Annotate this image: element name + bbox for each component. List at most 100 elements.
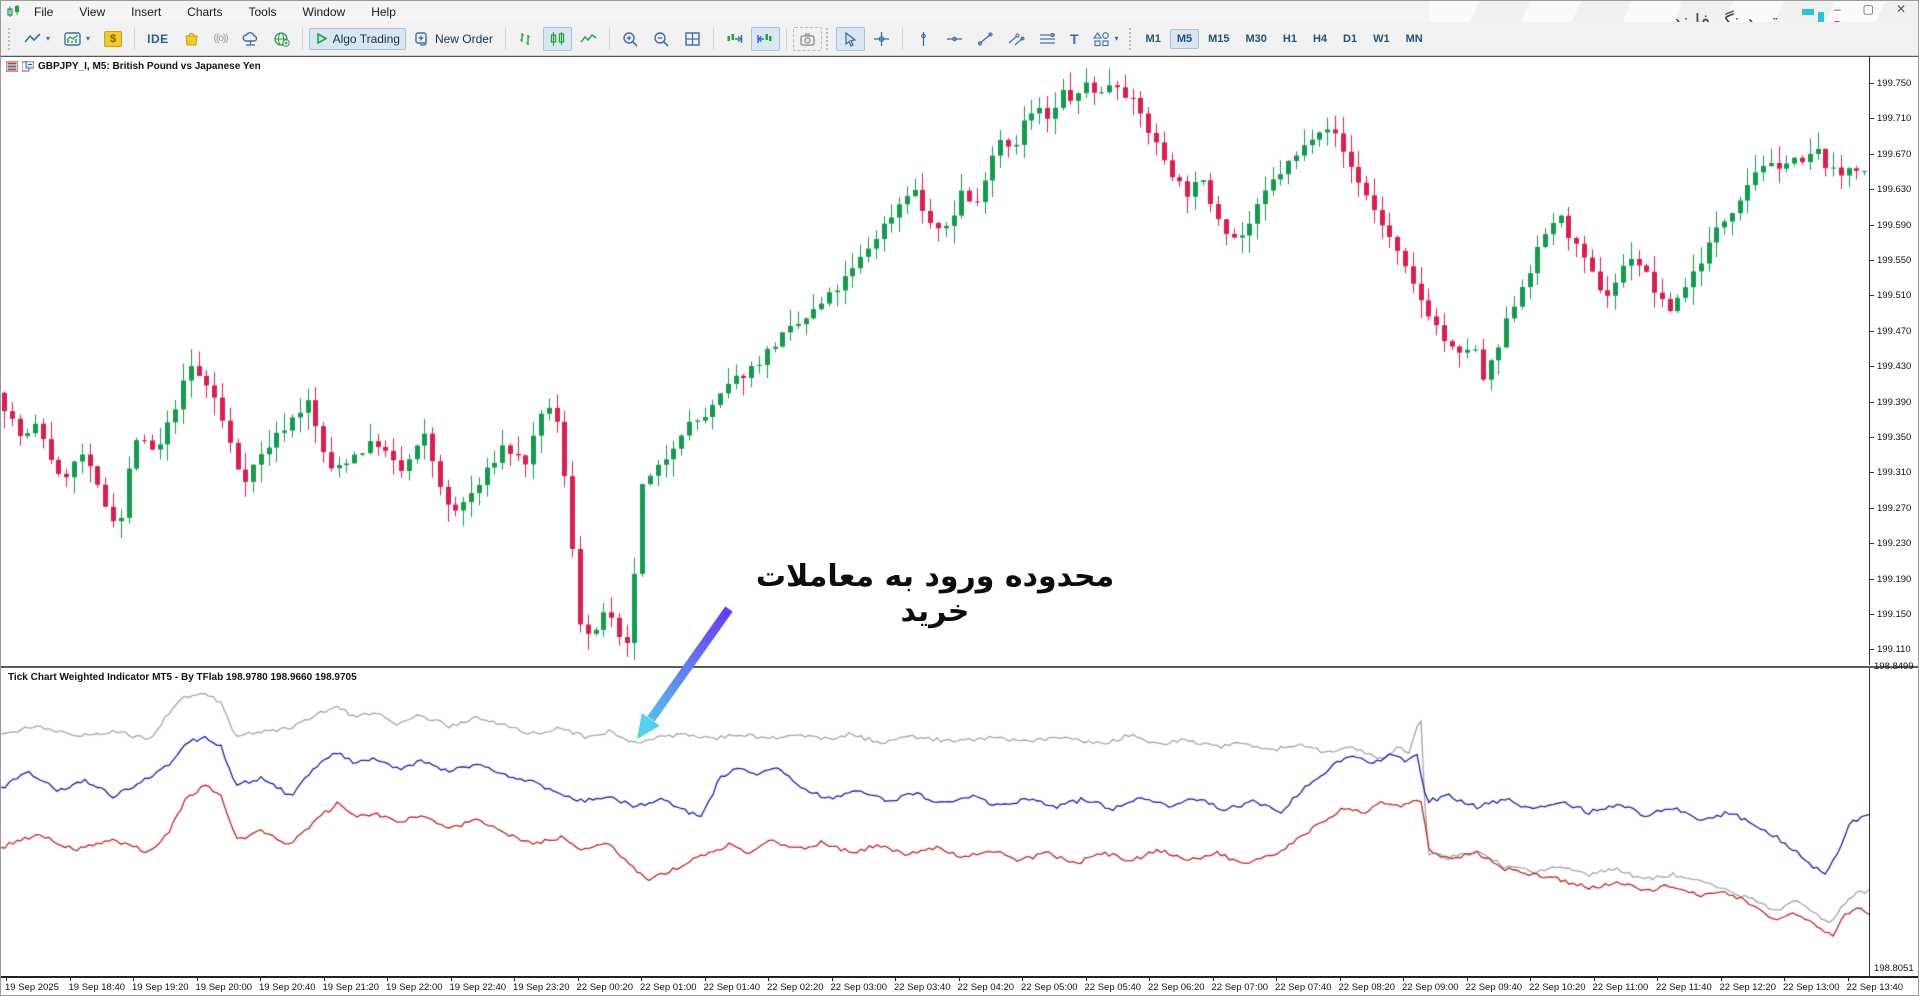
crosshair-tool-button[interactable] — [867, 27, 896, 51]
zoom-out-icon — [654, 31, 669, 47]
tile-windows-icon — [685, 31, 700, 46]
timeframe-h4[interactable]: H4 — [1312, 32, 1328, 45]
price-axis-label: 199.590 — [1877, 219, 1912, 231]
time-axis-tick — [831, 976, 833, 981]
price-axis-label: 199.550 — [1877, 255, 1912, 266]
tile-windows-button[interactable] — [678, 27, 707, 51]
trendline-tool[interactable] — [971, 27, 1000, 51]
line-chart-icon — [24, 32, 41, 43]
panel-separator[interactable] — [1, 665, 1918, 668]
text-tool-icon: T — [1069, 30, 1079, 47]
shopping-bag-icon — [185, 32, 198, 45]
zoom-in-button[interactable] — [616, 27, 645, 51]
screenshot-button[interactable] — [792, 26, 822, 51]
menu-window[interactable]: Window — [302, 4, 346, 19]
signals-button[interactable]: ((o)) — [208, 29, 234, 48]
time-axis-label: 22 Sep 06:20 — [1148, 982, 1205, 993]
camera-icon — [800, 32, 815, 46]
menu-view[interactable]: View — [79, 4, 106, 19]
channel-tool[interactable] — [1002, 27, 1031, 51]
timeframe-m1[interactable]: M1 — [1145, 32, 1161, 45]
time-axis-tick — [133, 976, 134, 981]
time-axis-label: 22 Sep 03:00 — [830, 982, 888, 993]
price-axis-tick — [1869, 614, 1874, 615]
candles-mode-button[interactable] — [542, 26, 572, 51]
shapes-tool[interactable]: ▾ — [1087, 27, 1125, 51]
cursor-tool-button[interactable] — [835, 26, 865, 51]
chart-type-button[interactable]: ▾ — [18, 27, 56, 51]
ide-button[interactable]: IDE — [147, 31, 169, 46]
time-axis-label: 22 Sep 08:20 — [1338, 982, 1396, 993]
price-axis-tick — [1869, 224, 1874, 226]
price-axis-tick — [1869, 649, 1874, 651]
timeframe-mn[interactable]: MN — [1405, 32, 1423, 45]
community-button[interactable] — [267, 27, 296, 51]
timeframe-m30[interactable]: M30 — [1245, 32, 1267, 45]
toolbar-drag-handle[interactable] — [825, 27, 830, 50]
menu-file[interactable]: File — [34, 4, 54, 19]
line-mode-button[interactable] — [574, 27, 603, 51]
chart-shift-button[interactable] — [750, 26, 780, 51]
chart-window-icon — [22, 61, 34, 72]
bar-chart-mode-button[interactable] — [512, 27, 541, 51]
time-axis-label: 22 Sep 13:00 — [1783, 982, 1840, 993]
time-axis-tick — [1657, 976, 1658, 981]
time-axis-tick — [704, 976, 706, 981]
horizontal-line-tool[interactable] — [940, 27, 969, 51]
algo-trading-button[interactable]: Algo Trading — [308, 27, 406, 50]
price-axis-label: 199.150 — [1877, 609, 1912, 620]
price-axis-label: 199.310 — [1877, 467, 1912, 479]
vertical-line-tool[interactable] — [909, 27, 938, 51]
time-axis-tick — [1466, 976, 1468, 981]
timeframe-m15[interactable]: M15 — [1208, 32, 1230, 45]
toolbar-drag-handle[interactable] — [8, 27, 12, 50]
new-order-button[interactable]: New Order — [408, 27, 499, 51]
cloud-button[interactable] — [236, 27, 265, 51]
price-axis-label: 199.350 — [1877, 432, 1912, 443]
timeframe-w1[interactable]: W1 — [1373, 32, 1390, 45]
cursor-icon — [845, 31, 857, 47]
market-button[interactable] — [177, 27, 206, 51]
indicator-panel-canvas[interactable] — [1, 670, 1869, 970]
auto-scroll-button[interactable] — [720, 27, 749, 51]
timeframe-m5[interactable]: M5 — [1169, 28, 1200, 49]
zoom-out-button[interactable] — [647, 27, 676, 51]
candlestick-chart-canvas[interactable] — [1, 57, 1869, 665]
time-axis-label: 22 Sep 05:00 — [1021, 982, 1078, 993]
price-axis-label: 199.430 — [1877, 361, 1912, 373]
time-axis-tick — [1403, 976, 1404, 981]
chevron-down-icon: ▾ — [46, 34, 51, 43]
time-axis-tick — [1085, 976, 1087, 981]
fibonacci-tool[interactable] — [1033, 27, 1062, 51]
deposit-button[interactable]: $ — [98, 27, 128, 51]
symbol-label-text: GBPJPY_I, M5: British Pound vs Japanese … — [38, 61, 261, 72]
timeframe-d1[interactable]: D1 — [1343, 32, 1358, 45]
time-axis-label: 22 Sep 11:00 — [1592, 982, 1649, 993]
indicator-axis-bottom-value: 198.8051 — [1874, 963, 1914, 974]
price-axis-label: 199.710 — [1877, 113, 1912, 125]
time-axis-label: 19 Sep 2025 — [5, 982, 59, 993]
price-axis-tick — [1869, 260, 1874, 261]
time-axis-tick — [1276, 976, 1277, 981]
auto-scroll-icon — [727, 33, 743, 43]
close-button[interactable]: ✕ — [1895, 2, 1906, 16]
price-axis-label: 199.270 — [1877, 502, 1912, 514]
price-axis-tick — [1869, 437, 1874, 438]
menu-help[interactable]: Help — [371, 4, 396, 19]
menu-charts[interactable]: Charts — [187, 4, 223, 19]
time-axis-label: 22 Sep 00:20 — [576, 982, 634, 993]
timeframe-h1[interactable]: H1 — [1282, 32, 1297, 45]
chart-profile-button[interactable]: ▾ — [58, 27, 96, 51]
menu-tools[interactable]: Tools — [248, 4, 277, 19]
time-axis-tick — [641, 976, 642, 981]
text-tool[interactable]: T — [1064, 27, 1085, 51]
maximize-button[interactable]: ▢ — [1862, 2, 1874, 16]
minimize-button[interactable]: – — [1833, 2, 1841, 16]
signals-icon: ((o)) — [213, 33, 229, 44]
toolbar-drag-handle[interactable] — [1128, 27, 1133, 50]
time-axis-label: 22 Sep 07:40 — [1275, 982, 1332, 993]
time-axis-separator — [1, 976, 1918, 978]
time-axis-label: 19 Sep 20:40 — [259, 982, 316, 993]
menu-insert[interactable]: Insert — [131, 4, 162, 19]
